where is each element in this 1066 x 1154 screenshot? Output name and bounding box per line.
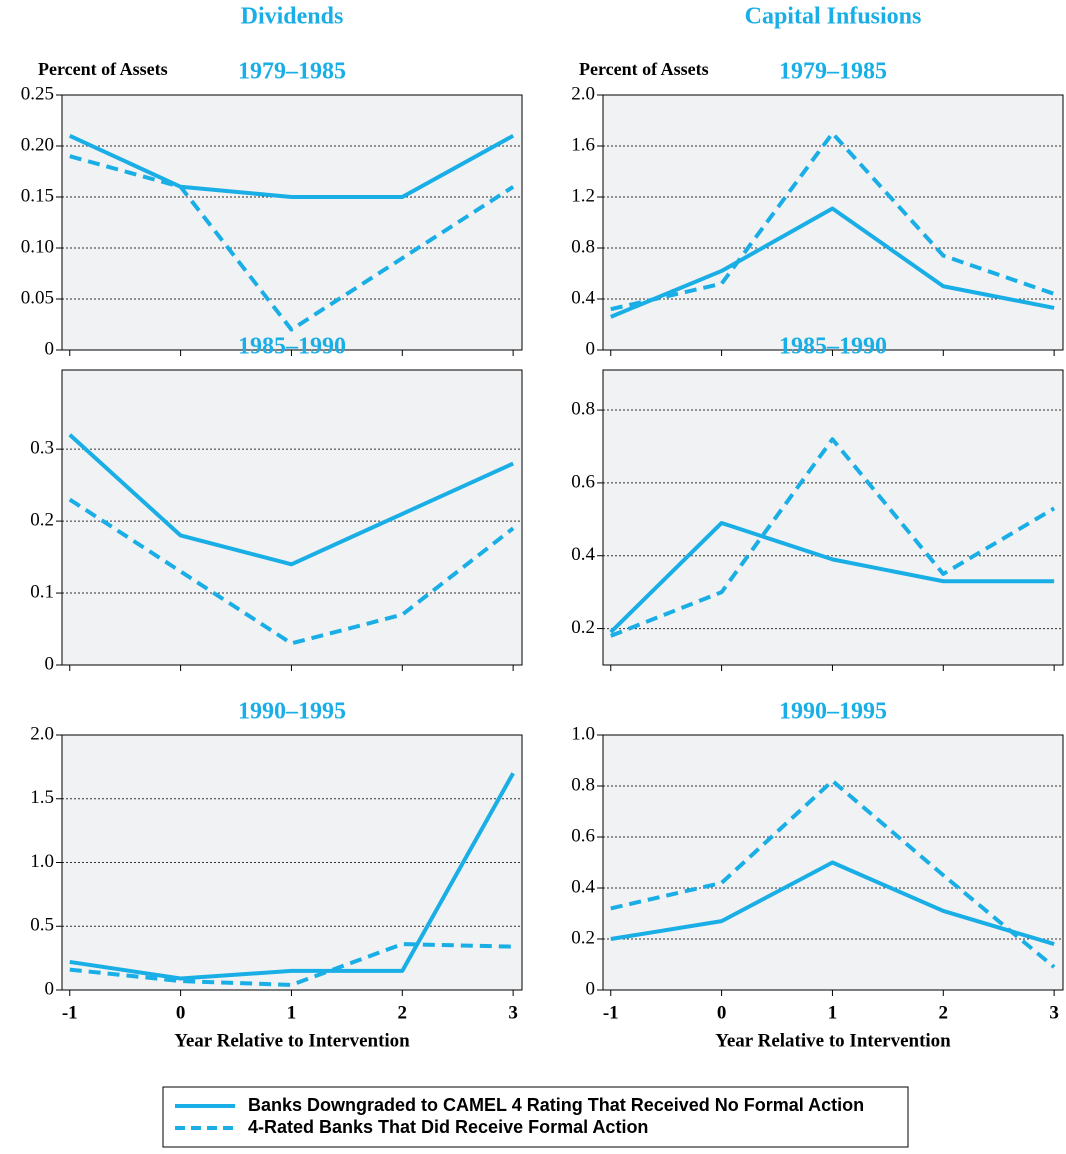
y-tick-label: 1.0 bbox=[30, 851, 54, 872]
y-tick-label: 0.2 bbox=[571, 927, 595, 948]
series-line bbox=[68, 497, 515, 646]
x-axis-label: Year Relative to Intervention bbox=[715, 1030, 951, 1051]
x-tick-label: 1 bbox=[287, 1002, 297, 1023]
panel-title: 1990–1995 bbox=[779, 699, 887, 725]
y-tick-label: 0 bbox=[586, 978, 596, 999]
series-line bbox=[610, 778, 1056, 969]
x-tick-label: -1 bbox=[603, 1002, 619, 1023]
y-tick-label: 0.8 bbox=[571, 236, 595, 257]
y-tick-label: 0 bbox=[45, 978, 55, 999]
y-tick-label: 1.2 bbox=[571, 185, 595, 206]
plot-area bbox=[603, 370, 1063, 665]
panel-title: 1985–1990 bbox=[779, 334, 887, 360]
series-line bbox=[610, 437, 1056, 638]
panel-title: 1985–1990 bbox=[238, 334, 346, 360]
x-tick-label: 0 bbox=[176, 1002, 186, 1023]
y-tick-label: 0 bbox=[586, 338, 596, 359]
x-axis-label: Year Relative to Intervention bbox=[174, 1030, 410, 1051]
y-tick-label: 1.6 bbox=[571, 134, 595, 155]
y-tick-label: 0.6 bbox=[571, 825, 595, 846]
plot-area bbox=[62, 370, 522, 665]
y-tick-label: 0.2 bbox=[30, 509, 54, 530]
series-line bbox=[69, 154, 515, 332]
plot-frame bbox=[61, 94, 523, 351]
y-axis-label: Percent of Assets bbox=[38, 59, 168, 79]
legend-label: 4-Rated Banks That Did Receive Formal Ac… bbox=[248, 1117, 648, 1137]
x-tick-label: 2 bbox=[939, 1002, 949, 1023]
plot-frame bbox=[61, 734, 523, 991]
series-line bbox=[609, 206, 1055, 319]
legend-box bbox=[162, 1086, 909, 1148]
panel-title: 1979–1985 bbox=[238, 59, 346, 85]
plot-area bbox=[603, 95, 1063, 350]
y-tick-label: 0.8 bbox=[571, 398, 595, 419]
x-tick-label: 3 bbox=[508, 1002, 518, 1023]
y-tick-label: 1.5 bbox=[30, 787, 54, 808]
y-tick-label: 0.5 bbox=[30, 915, 54, 936]
series-line bbox=[610, 131, 1055, 312]
y-tick-label: 2.0 bbox=[30, 723, 54, 744]
plot-frame bbox=[602, 369, 1064, 666]
plot-frame bbox=[602, 734, 1064, 991]
series-line bbox=[68, 133, 515, 199]
y-tick-label: 2.0 bbox=[571, 83, 595, 104]
x-tick-label: -1 bbox=[62, 1002, 78, 1023]
y-tick-label: 0.3 bbox=[30, 438, 54, 459]
y-tick-label: 0 bbox=[45, 653, 55, 674]
x-tick-label: 1 bbox=[828, 1002, 838, 1023]
column-title: Dividends bbox=[241, 4, 344, 30]
series-line bbox=[68, 433, 514, 567]
panel-title: 1990–1995 bbox=[238, 699, 346, 725]
y-tick-label: 1.0 bbox=[571, 723, 595, 744]
y-tick-label: 0.1 bbox=[30, 581, 54, 602]
plot-area bbox=[62, 95, 522, 350]
y-tick-label: 0.2 bbox=[571, 617, 595, 638]
series-line bbox=[609, 520, 1055, 634]
y-tick-label: 0.05 bbox=[21, 287, 54, 308]
plot-frame bbox=[602, 94, 1064, 351]
y-tick-label: 0.4 bbox=[571, 544, 595, 565]
series-line bbox=[610, 860, 1055, 947]
y-tick-label: 0.4 bbox=[571, 876, 595, 897]
panel-title: 1979–1985 bbox=[779, 59, 887, 85]
plot-frame bbox=[61, 369, 523, 666]
y-tick-label: 0.25 bbox=[21, 83, 54, 104]
y-tick-label: 0 bbox=[45, 338, 55, 359]
y-tick-label: 0.15 bbox=[21, 185, 54, 206]
y-tick-label: 0.8 bbox=[571, 774, 595, 795]
x-tick-label: 2 bbox=[398, 1002, 408, 1023]
x-tick-label: 3 bbox=[1049, 1002, 1059, 1023]
x-tick-label: 0 bbox=[717, 1002, 727, 1023]
y-axis-label: Percent of Assets bbox=[579, 59, 709, 79]
y-tick-label: 0.10 bbox=[21, 236, 54, 257]
y-tick-label: 0.4 bbox=[571, 287, 595, 308]
column-title: Capital Infusions bbox=[745, 4, 922, 30]
legend-label: Banks Downgraded to CAMEL 4 Rating That … bbox=[248, 1095, 864, 1115]
y-tick-label: 0.20 bbox=[21, 134, 54, 155]
y-tick-label: 0.6 bbox=[571, 471, 595, 492]
series-line bbox=[69, 772, 515, 981]
